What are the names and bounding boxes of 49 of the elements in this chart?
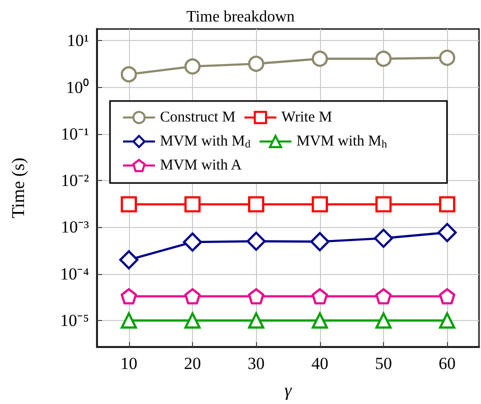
point xyxy=(439,196,456,212)
point xyxy=(246,232,266,251)
point xyxy=(375,50,392,67)
point xyxy=(374,228,394,248)
point xyxy=(248,312,264,329)
point xyxy=(312,312,328,329)
point xyxy=(375,312,392,329)
chart-title: Time breakdown xyxy=(186,8,295,26)
point xyxy=(312,50,328,67)
point xyxy=(184,288,201,304)
y-tick-label: 10⁰ xyxy=(66,78,89,97)
x-tick-label: 20 xyxy=(184,354,201,373)
point xyxy=(120,66,137,82)
x-axis-title: γ xyxy=(284,380,292,400)
y-tick-label: 10⁻⁴ xyxy=(60,264,90,284)
point xyxy=(120,312,137,329)
point xyxy=(312,288,328,304)
point xyxy=(310,232,330,252)
y-tick-label: 10⁻¹ xyxy=(60,124,89,144)
point xyxy=(438,222,457,242)
point xyxy=(248,56,264,72)
point xyxy=(119,250,138,270)
point xyxy=(375,196,392,212)
point xyxy=(439,288,456,304)
legend-label: Construct M xyxy=(160,110,236,126)
x-tick-label: 40 xyxy=(311,354,328,373)
point xyxy=(184,196,201,212)
point xyxy=(248,288,264,304)
y-tick-label: 10⁻³ xyxy=(60,218,89,237)
x-tick-label: 30 xyxy=(248,354,265,373)
point xyxy=(120,288,137,304)
point xyxy=(439,312,456,329)
x-tick-label: 50 xyxy=(375,354,392,373)
point xyxy=(312,196,328,212)
y-tick-label: 10⁻⁵ xyxy=(60,310,90,330)
y-tick-label: 10¹ xyxy=(66,31,89,50)
legend-label: MVM with A xyxy=(160,158,242,174)
x-tick-label: 10 xyxy=(120,354,138,373)
point xyxy=(375,288,392,304)
point xyxy=(248,196,264,212)
x-tick-label: 60 xyxy=(438,354,456,373)
y-tick-label: 10⁻² xyxy=(60,171,89,190)
point xyxy=(184,312,201,329)
point xyxy=(182,232,202,252)
legend-label: Write M xyxy=(281,110,332,126)
y-axis-title: Time (s) xyxy=(8,158,28,218)
point xyxy=(439,50,456,66)
point xyxy=(120,196,137,212)
point xyxy=(184,58,201,75)
